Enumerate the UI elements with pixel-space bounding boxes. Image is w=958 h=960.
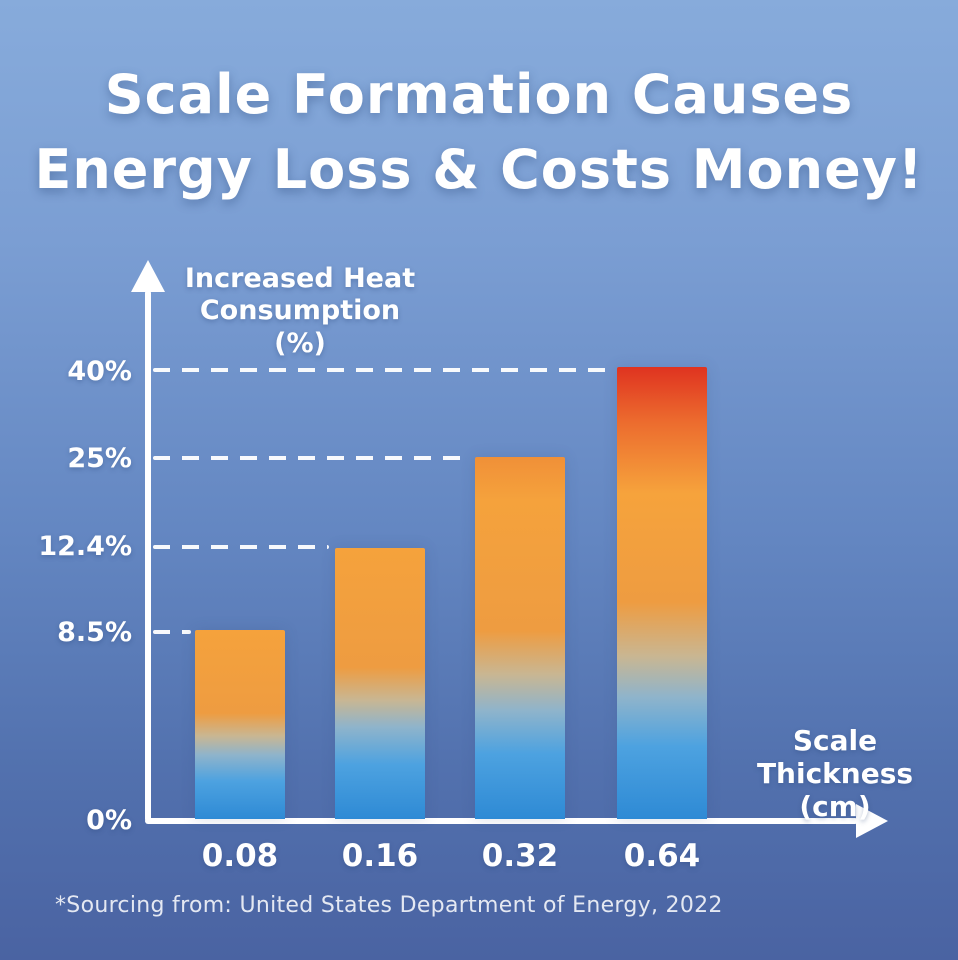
x-axis-title-line2: (cm) [799,790,871,824]
y-axis-title-line2: Consumption (%) [199,295,401,359]
y-axis-arrow-icon [131,260,165,292]
x-axis-title: Scale Thickness (cm) [718,724,952,823]
chart-title-line2: Energy Loss & Costs Money! [34,137,924,201]
y-tick-12-4: 12.4% [38,531,132,562]
chart-title-line1: Scale Formation Causes [104,63,854,126]
y-tick-0: 0% [86,805,132,836]
x-label-0-16: 0.16 [341,838,419,874]
x-axis-arrow-icon [856,804,888,838]
x-label-0-64: 0.64 [623,838,701,874]
x-label-0-08: 0.08 [201,838,279,874]
x-axis-title-line1: Scale Thickness [756,724,914,791]
bar-0-64 [617,367,707,819]
guide-line-25 [153,456,467,460]
bar-0-08 [195,630,285,819]
y-axis-line [145,290,151,822]
y-tick-8-5: 8.5% [57,617,132,648]
guide-line-40 [153,368,609,372]
y-axis-title-line1: Increased Heat [184,263,416,294]
bar-0-32 [475,457,565,819]
x-axis-line [145,818,858,824]
y-axis-title: Increased Heat Consumption (%) [180,263,420,360]
source-note: *Sourcing from: United States Department… [55,893,723,918]
y-tick-25: 25% [67,443,132,474]
guide-line-12-4 [153,545,329,549]
chart-title: Scale Formation Causes Energy Loss & Cos… [0,58,958,207]
bar-0-16 [335,548,425,819]
x-label-0-32: 0.32 [481,838,559,874]
guide-line-8-5 [153,630,191,634]
y-tick-40: 40% [67,356,132,387]
